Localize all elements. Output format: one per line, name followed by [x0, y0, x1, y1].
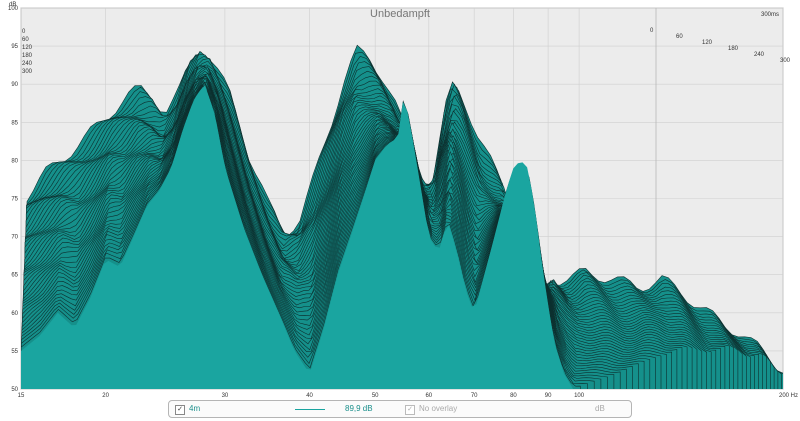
x-tick-label: 40 — [306, 393, 313, 399]
time-label-left: 240 — [22, 61, 33, 67]
waterfall-slices — [21, 44, 783, 389]
series-checkbox[interactable]: ✓ — [175, 405, 185, 415]
series-value: 89,9 dB — [345, 404, 373, 413]
y-tick-label: 70 — [11, 235, 18, 241]
time-label: 240 — [754, 52, 765, 58]
time-label: 120 — [702, 40, 713, 46]
time-label-left: 300 — [22, 69, 33, 75]
overlay-checkbox[interactable]: ✓ — [405, 405, 415, 415]
x-tick-label: 20 — [102, 393, 109, 399]
y-tick-label: 90 — [11, 82, 18, 88]
x-tick-label: 60 — [425, 393, 432, 399]
y-tick-label: 75 — [11, 197, 18, 203]
time-label-left: 180 — [22, 53, 33, 59]
x-tick-label: 200 Hz — [779, 393, 798, 399]
time-label: 300ms — [761, 12, 779, 18]
overlay-label: No overlay — [419, 404, 458, 413]
time-label-left: 0 — [22, 29, 26, 35]
series-label: 4m — [189, 404, 201, 413]
x-axis-ticks: 15 20 30 40 50 60 70 80 90 100 200 Hz — [18, 393, 798, 399]
y-tick-label: 95 — [11, 44, 18, 50]
x-tick-label: 100 — [574, 393, 585, 399]
legend-unit: dB — [595, 404, 605, 413]
time-label-left: 60 — [22, 37, 29, 43]
time-label: 300 — [780, 58, 791, 64]
y-tick-label: 80 — [11, 158, 18, 164]
x-tick-label: 70 — [471, 393, 478, 399]
legend-bar: ✓ 4m 89,9 dB ✓ No overlay dB — [168, 400, 632, 418]
x-tick-label: 80 — [510, 393, 517, 399]
y-tick-label: 60 — [11, 311, 18, 317]
chart-title: Unbedampft — [370, 8, 430, 20]
series-line-swatch — [295, 409, 325, 410]
x-tick-label: 90 — [545, 393, 552, 399]
time-label: 0 — [650, 28, 654, 34]
x-tick-label: 15 — [18, 393, 25, 399]
x-tick-label: 30 — [222, 393, 229, 399]
time-label-left: 120 — [22, 45, 33, 51]
y-axis-ticks: 50 55 60 65 70 75 80 85 90 95 100 — [8, 6, 19, 393]
y-tick-label: 100 — [8, 6, 19, 12]
y-tick-label: 85 — [11, 120, 18, 126]
x-tick-label: 50 — [372, 393, 379, 399]
time-label: 60 — [676, 34, 683, 40]
y-axis-label: dB — [9, 2, 16, 8]
y-tick-label: 65 — [11, 273, 18, 279]
time-axis-labels: 0 60 120 180 240 300 300ms 0 60 120 180 240 300 — [22, 12, 791, 75]
y-tick-label: 55 — [11, 349, 18, 355]
front-slice — [21, 85, 574, 389]
time-label: 180 — [728, 46, 739, 52]
y-tick-label: 50 — [11, 387, 18, 393]
